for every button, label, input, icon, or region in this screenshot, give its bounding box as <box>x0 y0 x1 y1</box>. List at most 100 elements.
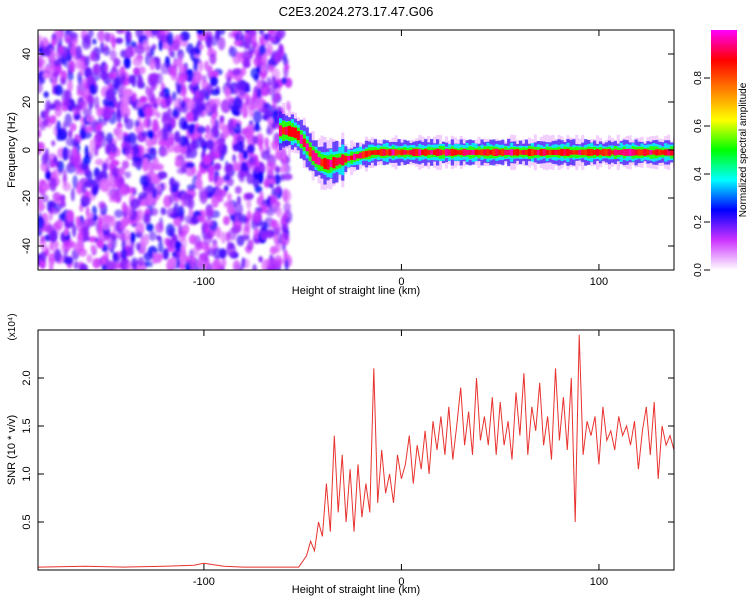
noise-cell <box>98 201 106 209</box>
noise-cell <box>218 189 228 198</box>
noise-cell <box>267 58 277 66</box>
signal-cell <box>335 157 339 166</box>
noise-cell <box>188 234 197 245</box>
signal-cell <box>554 149 558 155</box>
signal-cell <box>518 150 523 155</box>
noise-cell <box>69 122 77 132</box>
signal-cell <box>317 157 321 165</box>
noise-cell <box>127 31 132 42</box>
noise-cell <box>199 252 208 261</box>
noise-cell <box>176 82 182 95</box>
signal-cell <box>504 149 508 156</box>
signal-cell <box>533 149 537 156</box>
noise-cell <box>117 67 125 77</box>
noise-cell <box>186 111 194 123</box>
noise-cell <box>212 150 221 160</box>
signal-cell <box>524 149 529 155</box>
noise-cell <box>112 252 120 264</box>
noise-cell <box>230 206 236 215</box>
signal-cell <box>406 150 410 155</box>
noise-cell <box>268 80 278 88</box>
signal-cell <box>557 149 561 156</box>
signal-cell <box>281 127 286 135</box>
noise-cell <box>83 218 91 228</box>
noise-cell <box>79 162 90 171</box>
signal-cell <box>447 149 452 156</box>
noise-cell <box>72 175 78 189</box>
noise-cell <box>206 248 217 257</box>
noise-cell <box>90 50 97 60</box>
noise-cell <box>246 173 255 185</box>
noise-cell <box>212 103 218 114</box>
noise-cell <box>54 84 63 96</box>
spectrogram-y-axis-label: Frequency (Hz) <box>6 112 18 188</box>
noise-cell <box>71 37 79 46</box>
noise-cell <box>121 238 126 251</box>
signal-cell <box>326 159 330 170</box>
signal-cell <box>560 148 564 156</box>
noise-cell <box>60 69 67 81</box>
noise-cell <box>188 208 194 218</box>
noise-cell <box>60 200 66 208</box>
signal-cell <box>412 148 416 156</box>
noise-cell <box>38 54 43 69</box>
noise-cell <box>199 137 206 146</box>
colorbar: 0.0 0.2 0.4 0.6 0.8 Normalized spectral ampl… <box>693 30 749 277</box>
noise-cell <box>281 152 287 166</box>
noise-cell <box>132 56 143 67</box>
noise-cell <box>244 219 251 233</box>
noise-cell <box>60 194 66 203</box>
y-tick-label: 2.0 <box>21 370 33 385</box>
signal-cell <box>572 150 576 155</box>
noise-cell <box>87 30 94 38</box>
noise-cell <box>165 237 170 248</box>
noise-cell <box>87 94 95 105</box>
noise-cell <box>258 171 264 184</box>
noise-cell <box>115 37 124 45</box>
noise-cell <box>257 87 262 99</box>
noise-cell <box>202 233 213 245</box>
noise-cell <box>142 157 150 172</box>
noise-cell <box>232 142 242 152</box>
noise-cell <box>249 239 254 250</box>
signal-cell <box>607 148 611 156</box>
noise-cell <box>236 163 241 171</box>
signal-cell <box>631 149 635 156</box>
noise-cell <box>67 161 73 171</box>
signal-cell <box>584 149 588 156</box>
noise-cell <box>217 226 222 240</box>
signal-cell <box>507 149 511 156</box>
signal-cell <box>320 158 324 167</box>
noise-cell <box>43 91 49 98</box>
noise-cell <box>284 258 289 270</box>
signal-cell <box>483 149 487 156</box>
noise-cell <box>213 162 222 171</box>
x-tick-label: -100 <box>193 276 215 288</box>
noise-cell <box>98 116 103 124</box>
noise-cell <box>179 262 185 270</box>
x-tick-label: 100 <box>590 576 608 588</box>
noise-cell <box>118 85 127 97</box>
signal-cell <box>604 149 609 156</box>
noise-cell <box>274 166 281 174</box>
noise-cell <box>282 211 289 220</box>
noise-cell <box>68 59 74 72</box>
noise-cell <box>101 217 112 231</box>
noise-cell <box>99 178 110 192</box>
noise-cell <box>167 228 174 236</box>
noise-cell <box>84 145 89 158</box>
signal-cell <box>548 149 552 156</box>
noise-cell <box>195 177 203 190</box>
noise-cell <box>49 114 57 125</box>
signal-cell <box>438 149 443 156</box>
noise-cell <box>83 67 92 79</box>
noise-cell <box>38 129 42 139</box>
noise-cell <box>166 32 174 46</box>
noise-cell <box>240 162 249 173</box>
noise-cell <box>235 80 246 90</box>
signal-cell <box>590 149 594 156</box>
noise-cell <box>243 33 253 42</box>
signal-cell <box>610 150 614 155</box>
snr-frame <box>37 329 675 571</box>
noise-cell <box>93 96 100 110</box>
